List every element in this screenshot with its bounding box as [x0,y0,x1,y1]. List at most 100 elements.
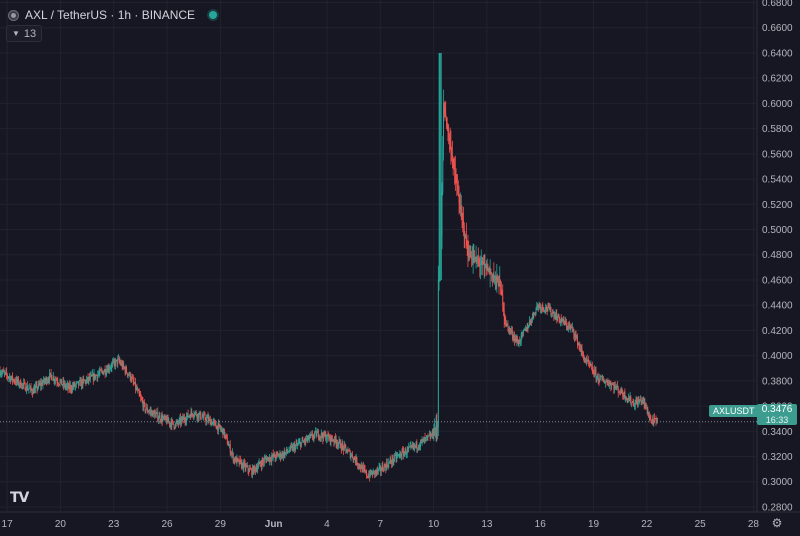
candle-body [349,450,350,452]
candle-body [420,440,422,446]
candle-body [261,460,263,467]
candle-body [594,369,596,375]
candle-body [3,371,5,373]
candle-body [197,413,199,419]
candle-body [83,378,85,380]
candle-body [379,466,381,468]
candle-body [318,437,320,439]
candle-body [407,448,409,450]
candle-body [72,385,74,387]
candle-body [333,440,335,442]
indicators-toggle[interactable]: ▼ 13 [6,25,43,42]
candle-body [549,306,551,310]
candle-body [623,391,625,398]
candle-body [644,402,646,405]
candle-body [220,429,222,430]
candle-body [357,465,359,467]
candle-body [433,434,435,437]
candle-body [572,327,574,330]
candle-body [135,382,136,390]
candle-body [312,437,314,439]
candle-body [132,378,134,382]
candle-body [198,414,200,419]
candle-body [390,459,392,463]
candle-body [240,461,242,468]
candle-body [71,389,73,391]
candle-body [495,276,497,281]
candle-body [546,309,548,311]
candle-body [455,177,457,184]
candle-body [451,152,453,155]
axl-coin-icon [8,9,19,21]
candle-body [371,472,373,476]
candle-body [226,435,228,438]
candle-body [148,411,150,413]
candle-body [646,409,648,410]
candle-body [380,470,382,472]
candle-body [343,446,345,451]
candle-body [9,376,11,378]
time-axis[interactable]: 17 20 23 26 29 Jun 4 7 10 13 16 19 22 25 28 [2,519,760,530]
candle-body [435,425,437,431]
candle-body [219,424,221,428]
y-tick-label: 0.6200 [762,74,793,85]
candle-body [425,437,427,439]
candle-body [176,420,178,423]
candle-body [441,191,443,235]
candle-body [143,402,145,408]
candle-body [182,417,184,420]
candle-body [299,442,301,444]
candle-body [107,366,109,373]
candle-body [89,375,91,379]
y-tick-label: 0.6800 [762,0,793,9]
candle-body [195,412,197,416]
candle-body [51,375,53,381]
candle-body [165,416,167,420]
candle-body [116,359,118,364]
tradingview-logo[interactable]: TV [10,490,29,506]
candle-body [191,411,193,414]
candle-body [608,384,610,387]
candle-body [36,384,38,390]
candle-body [397,455,399,457]
candle-body [417,447,419,449]
candle-body [364,469,366,472]
market-status-icon[interactable] [209,11,218,19]
candle-body [564,320,566,325]
candle-body [514,335,516,342]
price-axis[interactable]: 0.6800 0.6600 0.6400 0.6200 0.6000 0.5800 0.56… [762,0,793,513]
symbol-title[interactable]: AXL / TetherUS · 1h · BINANCE [25,8,196,22]
candle-body [127,374,129,376]
candle-body [365,470,367,472]
candle-body [496,277,498,281]
x-tick-label: 25 [695,519,707,530]
candle-body [605,381,607,383]
candle-body [554,315,556,319]
x-tick-label: 17 [2,519,14,530]
candle-body [247,465,249,471]
candle-body [314,431,316,433]
candle-body [408,446,410,448]
candle-body [114,362,116,366]
candle-body [289,450,290,452]
candle-body [574,334,576,338]
candle-body [123,363,125,367]
candle-body [544,310,546,311]
candle-body [474,257,476,261]
candle-body [140,397,142,400]
gear-icon[interactable]: ⚙ [771,516,783,530]
candle-body [492,276,494,278]
candle-body [436,425,438,428]
candle-body [188,415,190,417]
candle-body [543,310,545,311]
candle-body [81,380,83,386]
candle-body [146,407,148,410]
candle-body [334,436,336,440]
candle-body [538,304,540,308]
candle-body [215,425,217,429]
candle-body [4,372,6,373]
candle-body [61,384,63,386]
candle-body [55,379,57,381]
candle-body [494,276,496,278]
